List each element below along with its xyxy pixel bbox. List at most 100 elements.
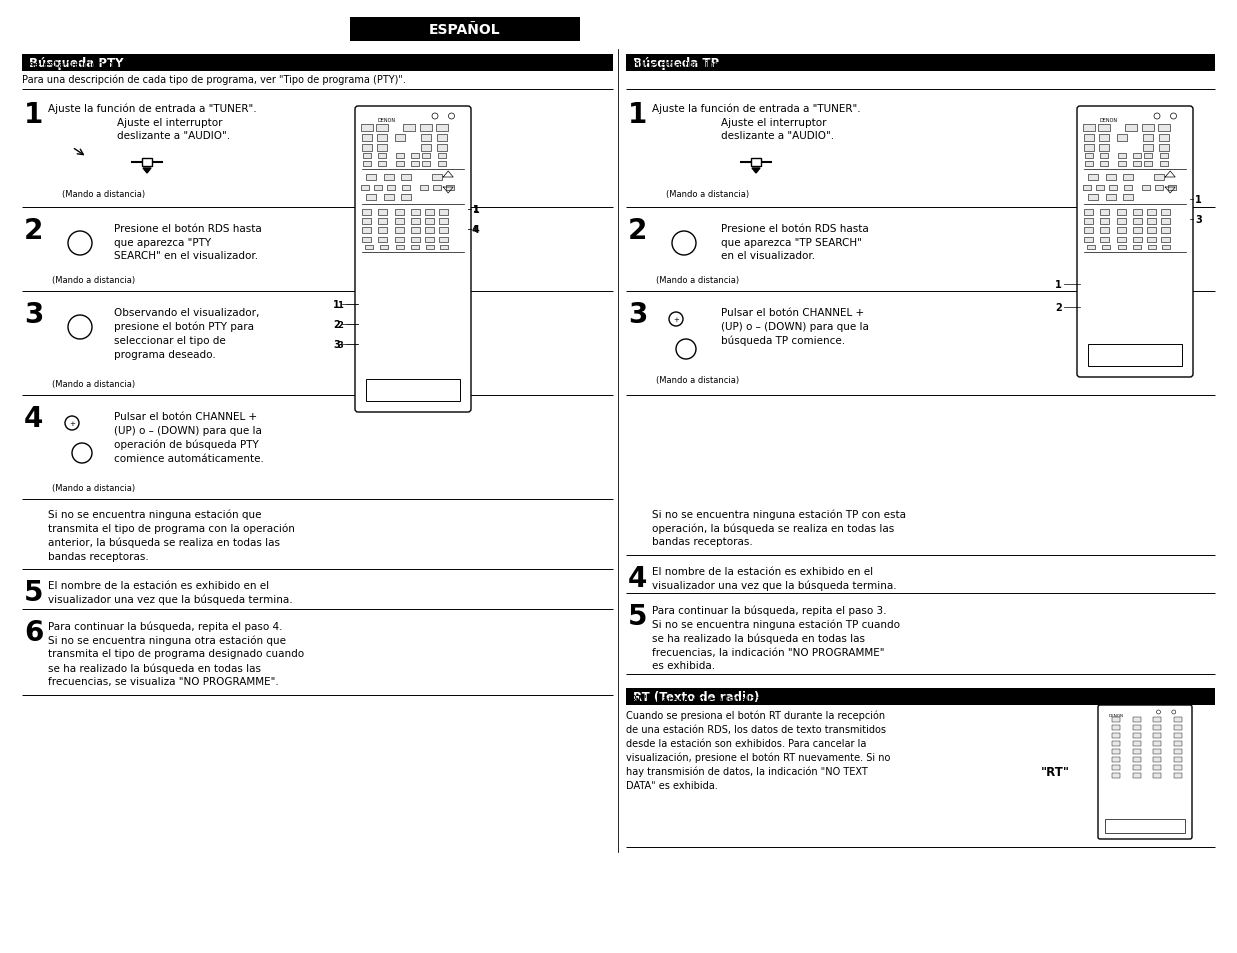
Polygon shape (143, 169, 151, 173)
Text: ESPAÑOL: ESPAÑOL (429, 23, 501, 37)
Bar (366, 379, 460, 401)
Bar (626, 55, 1215, 71)
Text: Presione el botón RDS hasta
que aparezca "TP SEARCH"
en el visualizador.: Presione el botón RDS hasta que aparezca… (721, 224, 868, 261)
Bar (1169, 185, 1176, 191)
Bar (1112, 724, 1121, 730)
Bar (376, 125, 388, 132)
Bar (1085, 210, 1094, 215)
Bar (1100, 144, 1110, 152)
Bar (1144, 153, 1152, 158)
Text: Ajuste la función de entrada a "TUNER".: Ajuste la función de entrada a "TUNER". (48, 103, 256, 113)
Bar (1082, 185, 1091, 191)
Bar (396, 153, 403, 158)
Bar (1100, 228, 1108, 233)
Bar (1174, 717, 1181, 721)
Bar (1153, 764, 1162, 770)
Text: Si no se encuentra ninguna estación que
transmita el tipo de programa con la ope: Si no se encuentra ninguna estación que … (48, 509, 294, 561)
Bar (1159, 161, 1168, 167)
Bar (1096, 185, 1103, 191)
Circle shape (68, 315, 92, 339)
Bar (1123, 194, 1133, 201)
Bar (1144, 161, 1152, 167)
Bar (1089, 345, 1183, 367)
Bar (1100, 219, 1108, 225)
Bar (379, 161, 386, 167)
Bar (396, 237, 404, 242)
Text: 3: 3 (333, 339, 340, 350)
Text: "RT": "RT" (1042, 765, 1070, 779)
Bar (1174, 773, 1181, 778)
Text: (Mando a distancia): (Mando a distancia) (52, 275, 135, 285)
Bar (366, 194, 376, 201)
Text: (Mando a distancia): (Mando a distancia) (52, 379, 135, 389)
Bar (361, 185, 369, 191)
Bar (1147, 210, 1157, 215)
Bar (1174, 764, 1181, 770)
Bar (440, 246, 448, 250)
Bar (1085, 161, 1092, 167)
Bar (1153, 773, 1162, 778)
Bar (1117, 219, 1127, 225)
Bar (426, 246, 433, 250)
Bar (447, 185, 454, 191)
Bar (1147, 228, 1157, 233)
Text: 4: 4 (473, 225, 480, 234)
Bar (377, 210, 387, 215)
Bar (350, 18, 580, 42)
Bar (1112, 740, 1121, 745)
Bar (1084, 134, 1094, 141)
Bar (1153, 733, 1162, 738)
Bar (1133, 219, 1142, 225)
Bar (426, 210, 434, 215)
Bar (387, 185, 395, 191)
Bar (377, 228, 387, 233)
Bar (1133, 237, 1142, 242)
Text: Para continuar la búsqueda, repita el paso 4.
Si no se encuentra ninguna otra es: Para continuar la búsqueda, repita el pa… (48, 620, 304, 686)
Text: 1: 1 (338, 300, 343, 309)
Bar (362, 237, 371, 242)
Bar (1100, 161, 1108, 167)
Text: 6: 6 (24, 618, 43, 646)
Bar (438, 161, 445, 167)
FancyBboxPatch shape (355, 107, 471, 413)
Bar (1133, 757, 1141, 761)
Bar (361, 125, 372, 132)
Bar (1133, 724, 1141, 730)
Bar (1159, 144, 1169, 152)
Bar (1117, 228, 1127, 233)
Bar (1112, 764, 1121, 770)
Text: 1: 1 (473, 205, 480, 214)
Bar (396, 219, 404, 225)
Bar (1147, 219, 1157, 225)
Bar (1112, 749, 1121, 754)
Text: 3: 3 (24, 301, 43, 329)
Bar (1133, 246, 1142, 250)
Text: 1: 1 (628, 101, 647, 129)
Bar (1174, 733, 1181, 738)
Text: 3: 3 (1195, 214, 1202, 225)
Bar (426, 228, 434, 233)
Text: 1: 1 (24, 101, 43, 129)
Text: Búsqueda TP: Búsqueda TP (633, 57, 719, 70)
Text: Ajuste el interruptor
deslizante a "AUDIO".: Ajuste el interruptor deslizante a "AUDI… (721, 118, 834, 141)
Bar (1153, 724, 1162, 730)
Bar (439, 228, 448, 233)
Text: +: + (673, 316, 679, 323)
Bar (362, 153, 371, 158)
Bar (1133, 740, 1141, 745)
Bar (377, 237, 387, 242)
Bar (395, 134, 404, 141)
Bar (1174, 740, 1181, 745)
Bar (1142, 185, 1150, 191)
Bar (1084, 144, 1094, 152)
Text: Pulsar el botón CHANNEL +
(UP) o – (DOWN) para que la
operación de búsqueda PTY
: Pulsar el botón CHANNEL + (UP) o – (DOWN… (114, 412, 263, 463)
Bar (383, 194, 393, 201)
Bar (433, 185, 442, 191)
Bar (1112, 733, 1121, 738)
Bar (1148, 246, 1155, 250)
Bar (1118, 161, 1126, 167)
Bar (1124, 185, 1132, 191)
Bar (1153, 717, 1162, 721)
Bar (1174, 749, 1181, 754)
Bar (1102, 246, 1111, 250)
